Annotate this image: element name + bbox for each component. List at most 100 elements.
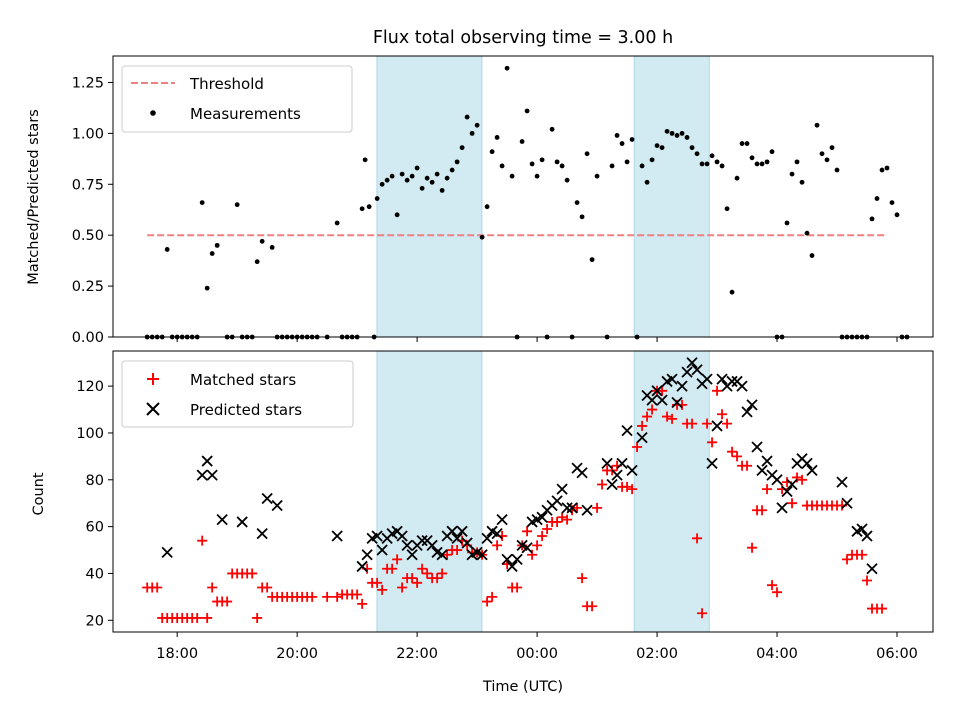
predicted-star-point bbox=[716, 373, 728, 385]
predicted-star-point bbox=[401, 539, 413, 551]
measurement-point bbox=[724, 206, 730, 212]
matched-star-point bbox=[747, 542, 758, 553]
matched-star-point bbox=[537, 530, 548, 541]
bottom-legend: Matched stars Predicted stars bbox=[121, 360, 354, 428]
matched-star-point bbox=[792, 472, 803, 483]
predicted-star-point bbox=[866, 563, 878, 575]
top-ytick-label: 0.25 bbox=[72, 279, 104, 295]
measurement-point bbox=[419, 185, 425, 191]
measurement-point bbox=[459, 145, 465, 151]
matched-star-point bbox=[322, 591, 333, 602]
measurement-point bbox=[659, 145, 665, 151]
predicted-star-point bbox=[361, 549, 373, 561]
matched-star-point bbox=[622, 481, 633, 492]
measurement-point bbox=[619, 141, 625, 146]
measurement-point bbox=[719, 163, 725, 169]
predicted-star-point bbox=[651, 385, 663, 397]
xtick-label: 06:00 bbox=[876, 646, 918, 662]
measurement-point bbox=[804, 230, 810, 236]
measurement-point bbox=[374, 196, 380, 201]
predicted-star-point bbox=[371, 530, 383, 542]
predicted-star-point bbox=[331, 530, 343, 542]
measurement-point bbox=[366, 204, 372, 210]
measurement-point bbox=[394, 212, 400, 218]
matched-star-point bbox=[422, 568, 433, 579]
matched-star-point bbox=[207, 582, 218, 593]
top-ytick-label: 0.50 bbox=[72, 228, 104, 244]
predicted-star-point bbox=[606, 478, 618, 491]
predicted-star-point bbox=[496, 513, 508, 526]
matched-star-point bbox=[562, 514, 573, 525]
predicted-star-point bbox=[501, 553, 513, 566]
matched-star-point bbox=[842, 554, 853, 565]
matched-star-point bbox=[527, 549, 538, 560]
measurement-point bbox=[794, 159, 800, 165]
matched-legend-label: Matched stars bbox=[190, 371, 296, 389]
measurement-point bbox=[744, 141, 750, 146]
measurement-point bbox=[574, 200, 580, 206]
predicted-star-point bbox=[451, 532, 463, 544]
predicted-star-point bbox=[376, 544, 388, 556]
top-ytick-label: 1.25 bbox=[72, 75, 104, 91]
predicted-star-point bbox=[566, 502, 578, 514]
bottom-legend-box bbox=[121, 360, 354, 428]
predicted-star-point bbox=[671, 396, 683, 409]
predicted-star-point bbox=[836, 476, 848, 488]
measurement-point bbox=[519, 139, 525, 144]
measurement-point bbox=[549, 126, 555, 132]
measurement-point bbox=[639, 163, 645, 169]
measurement-point bbox=[894, 212, 900, 218]
bottom-y-axis-label: Count bbox=[31, 472, 47, 515]
measurement-point bbox=[379, 181, 385, 187]
predicted-star-point bbox=[461, 537, 473, 549]
measurement-point bbox=[554, 159, 560, 165]
predicted-star-point bbox=[601, 457, 613, 470]
predicted-star-point bbox=[416, 535, 428, 547]
top-ytick-label: 0.75 bbox=[72, 177, 104, 193]
measurement-point bbox=[409, 173, 415, 179]
measurement-point bbox=[754, 161, 760, 167]
predicted-star-point bbox=[206, 469, 218, 481]
predicted-star-point bbox=[396, 530, 408, 542]
predicted-star-point bbox=[506, 560, 518, 573]
matched-star-point bbox=[512, 582, 523, 593]
matched-star-point bbox=[757, 505, 768, 516]
predicted-star-point bbox=[646, 394, 658, 406]
measurement-point bbox=[434, 171, 440, 177]
measurement-point bbox=[439, 187, 445, 193]
matched-star-point bbox=[592, 502, 603, 513]
xtick-label: 00:00 bbox=[516, 646, 558, 662]
xtick-label: 04:00 bbox=[756, 646, 798, 662]
predicted-star-point bbox=[691, 364, 703, 376]
predicted-star-point bbox=[561, 502, 573, 514]
measurement-point bbox=[814, 122, 820, 128]
matched-star-point bbox=[197, 535, 208, 546]
matched-star-point bbox=[412, 577, 423, 588]
predicted-star-point bbox=[581, 504, 593, 516]
matched-star-point bbox=[307, 591, 318, 602]
matched-star-point bbox=[862, 575, 873, 586]
predicted-star-point bbox=[196, 469, 208, 481]
predicted-star-point bbox=[216, 513, 228, 526]
matched-star-point bbox=[202, 612, 213, 623]
measurement-point bbox=[669, 130, 675, 136]
matched-star-point bbox=[372, 577, 383, 588]
shaded-interval bbox=[376, 350, 483, 633]
bottom-ytick-label: 100 bbox=[76, 426, 104, 442]
matched-star-point bbox=[482, 596, 493, 607]
predicted-star-point bbox=[736, 380, 748, 392]
x-axis-label: Time (UTC) bbox=[482, 679, 563, 695]
measurement-point bbox=[654, 143, 660, 148]
measurement-point bbox=[509, 173, 515, 179]
predicted-star-point bbox=[611, 469, 623, 481]
matched-star-point bbox=[657, 385, 668, 396]
measurement-point bbox=[624, 159, 630, 165]
measurement-point bbox=[879, 167, 885, 173]
bottom-ytick-label: 40 bbox=[86, 566, 104, 582]
top-panel: 0.00 0.25 0.50 0.75 1.00 1.25 Matched/Predict… bbox=[26, 55, 934, 346]
predicted-star-point bbox=[616, 457, 628, 470]
bottom-ytick-label: 20 bbox=[86, 613, 104, 629]
xtick-label: 02:00 bbox=[636, 646, 678, 662]
predicted-star-point bbox=[761, 455, 773, 467]
